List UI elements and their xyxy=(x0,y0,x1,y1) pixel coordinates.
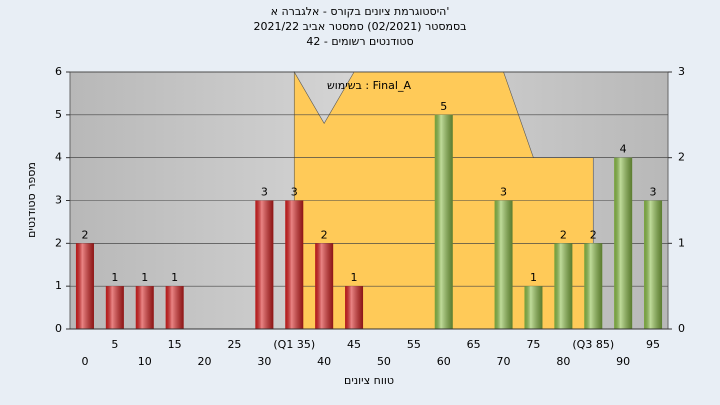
x-tick-label: 50 xyxy=(377,355,391,368)
chart-subtitle: סטודנטים רשומים - 42 xyxy=(306,35,413,48)
annotation: בשימוש : Final_A xyxy=(327,79,411,92)
y-tick-label: 3 xyxy=(55,194,62,207)
x-tick-label: 10 xyxy=(138,355,152,368)
bar-shade xyxy=(75,243,94,329)
bar-shade xyxy=(345,286,364,329)
chart-subtitle: בסמסטר (02/2021) סמסטר אביב 2021/22 xyxy=(253,20,466,33)
data-label: 1 xyxy=(351,271,358,284)
data-label: 3 xyxy=(261,186,268,199)
bar-shade xyxy=(165,286,184,329)
bar-shade xyxy=(554,243,573,329)
data-label: 2 xyxy=(81,228,88,241)
bar-shade xyxy=(434,114,453,329)
x-tick-label: 15 xyxy=(168,338,182,351)
y-tick-label: 0 xyxy=(55,322,62,335)
data-label: 1 xyxy=(141,271,148,284)
y-tick-label: 2 xyxy=(55,236,62,249)
bar-shade xyxy=(644,200,663,329)
data-label: 4 xyxy=(620,143,627,156)
y2-tick-label: 0 xyxy=(678,322,685,335)
y-tick-label: 1 xyxy=(55,279,62,292)
x-tick-label: 75 xyxy=(526,338,540,351)
x-tick-label: 25 xyxy=(227,338,241,351)
bar-shade xyxy=(614,157,633,329)
bar-shade xyxy=(255,200,274,329)
y-tick-label: 6 xyxy=(55,65,62,78)
data-label: 3 xyxy=(650,186,657,199)
y-tick-label: 4 xyxy=(55,151,62,164)
bar-shade xyxy=(105,286,124,329)
data-label: 3 xyxy=(291,186,298,199)
x-tick-label: 80 xyxy=(556,355,570,368)
x-tick-label: 70 xyxy=(497,355,511,368)
data-label: 2 xyxy=(590,228,597,241)
bar-shade xyxy=(315,243,334,329)
data-label: 2 xyxy=(321,228,328,241)
x-tick-label: 20 xyxy=(198,355,212,368)
data-label: 3 xyxy=(500,186,507,199)
bar-shade xyxy=(524,286,543,329)
x-tick-label: 55 xyxy=(407,338,421,351)
bar-shade xyxy=(285,200,304,329)
chart-title: היסטוגרמת ציונים בקורס - אלגברה א' xyxy=(271,5,450,18)
x-tick-label: 90 xyxy=(616,355,630,368)
x-tick-label: 40 xyxy=(317,355,331,368)
x-axis-label: טווח ציונים xyxy=(344,374,394,387)
x-tick-label: 60 xyxy=(437,355,451,368)
bar-shade xyxy=(584,243,603,329)
x-tick-label: 5 xyxy=(111,338,118,351)
x-tick-label: (Q1 35) xyxy=(273,338,315,351)
y2-tick-label: 2 xyxy=(678,151,685,164)
bar-shade xyxy=(494,200,513,329)
x-tick-label: 30 xyxy=(257,355,271,368)
y-tick-label: 5 xyxy=(55,108,62,121)
x-tick-label: (Q3 85) xyxy=(572,338,614,351)
x-tick-label: 95 xyxy=(646,338,660,351)
data-label: 5 xyxy=(440,100,447,113)
bar-shade xyxy=(135,286,154,329)
y-axis-label: מספר סטודנטים xyxy=(25,162,38,238)
y2-tick-label: 3 xyxy=(678,65,685,78)
y2-tick-label: 1 xyxy=(678,236,685,249)
data-label: 1 xyxy=(171,271,178,284)
x-tick-label: 0 xyxy=(81,355,88,368)
data-label: 2 xyxy=(560,228,567,241)
data-label: 1 xyxy=(530,271,537,284)
data-label: 1 xyxy=(111,271,118,284)
x-tick-label: 45 xyxy=(347,338,361,351)
x-tick-label: 65 xyxy=(467,338,481,351)
